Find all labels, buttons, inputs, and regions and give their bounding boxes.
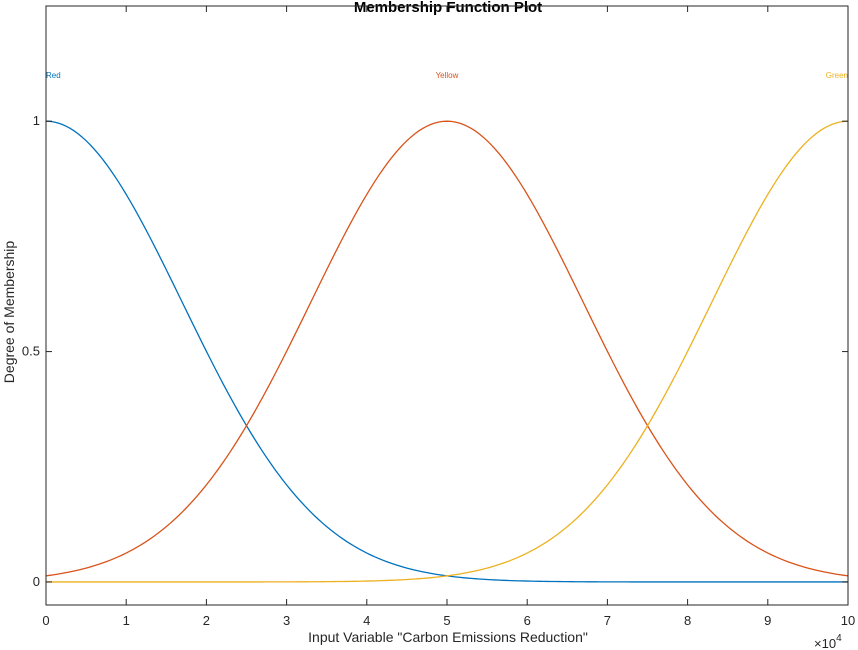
- y-axis-label: Degree of Membership: [1, 241, 17, 384]
- series-line-yellow: [45, 120, 849, 577]
- x-tick-label: 3: [283, 613, 290, 628]
- series-label-yellow: Yellow: [436, 71, 459, 80]
- x-tick-label: 4: [363, 613, 370, 628]
- plot-frame: [45, 5, 849, 606]
- x-tick-label: 1: [123, 613, 130, 628]
- x-axis-label: Input Variable "Carbon Emissions Reducti…: [308, 629, 588, 645]
- x-axis-exponent-base: ×10: [814, 636, 836, 650]
- y-tick-label: 1: [33, 113, 40, 128]
- y-tick-label: 0: [33, 574, 40, 589]
- x-tick-label: 8: [684, 613, 691, 628]
- x-tick-label: 2: [203, 613, 210, 628]
- x-axis-exponent: ×104: [814, 633, 842, 650]
- x-axis: 0 1 2 3 4 5 6 7 8 9 10: [42, 6, 855, 628]
- series-label-green: Green: [826, 71, 848, 80]
- series-label-red: Red: [46, 71, 61, 80]
- y-tick-label: 0.5: [22, 344, 40, 359]
- series-line-green: [46, 120, 849, 583]
- x-tick-label: 10: [841, 613, 855, 628]
- series-layer: Red Yellow Green: [45, 71, 849, 583]
- series-line-red: [45, 120, 848, 583]
- x-tick-label: 0: [42, 613, 49, 628]
- x-tick-label: 7: [604, 613, 611, 628]
- x-tick-label: 6: [524, 613, 531, 628]
- x-axis-exponent-power: 4: [836, 633, 842, 644]
- x-tick-label: 9: [764, 613, 771, 628]
- y-axis: 00.51: [22, 113, 848, 589]
- chart-title: Membership Function Plot: [354, 0, 542, 16]
- x-tick-label: 5: [443, 613, 450, 628]
